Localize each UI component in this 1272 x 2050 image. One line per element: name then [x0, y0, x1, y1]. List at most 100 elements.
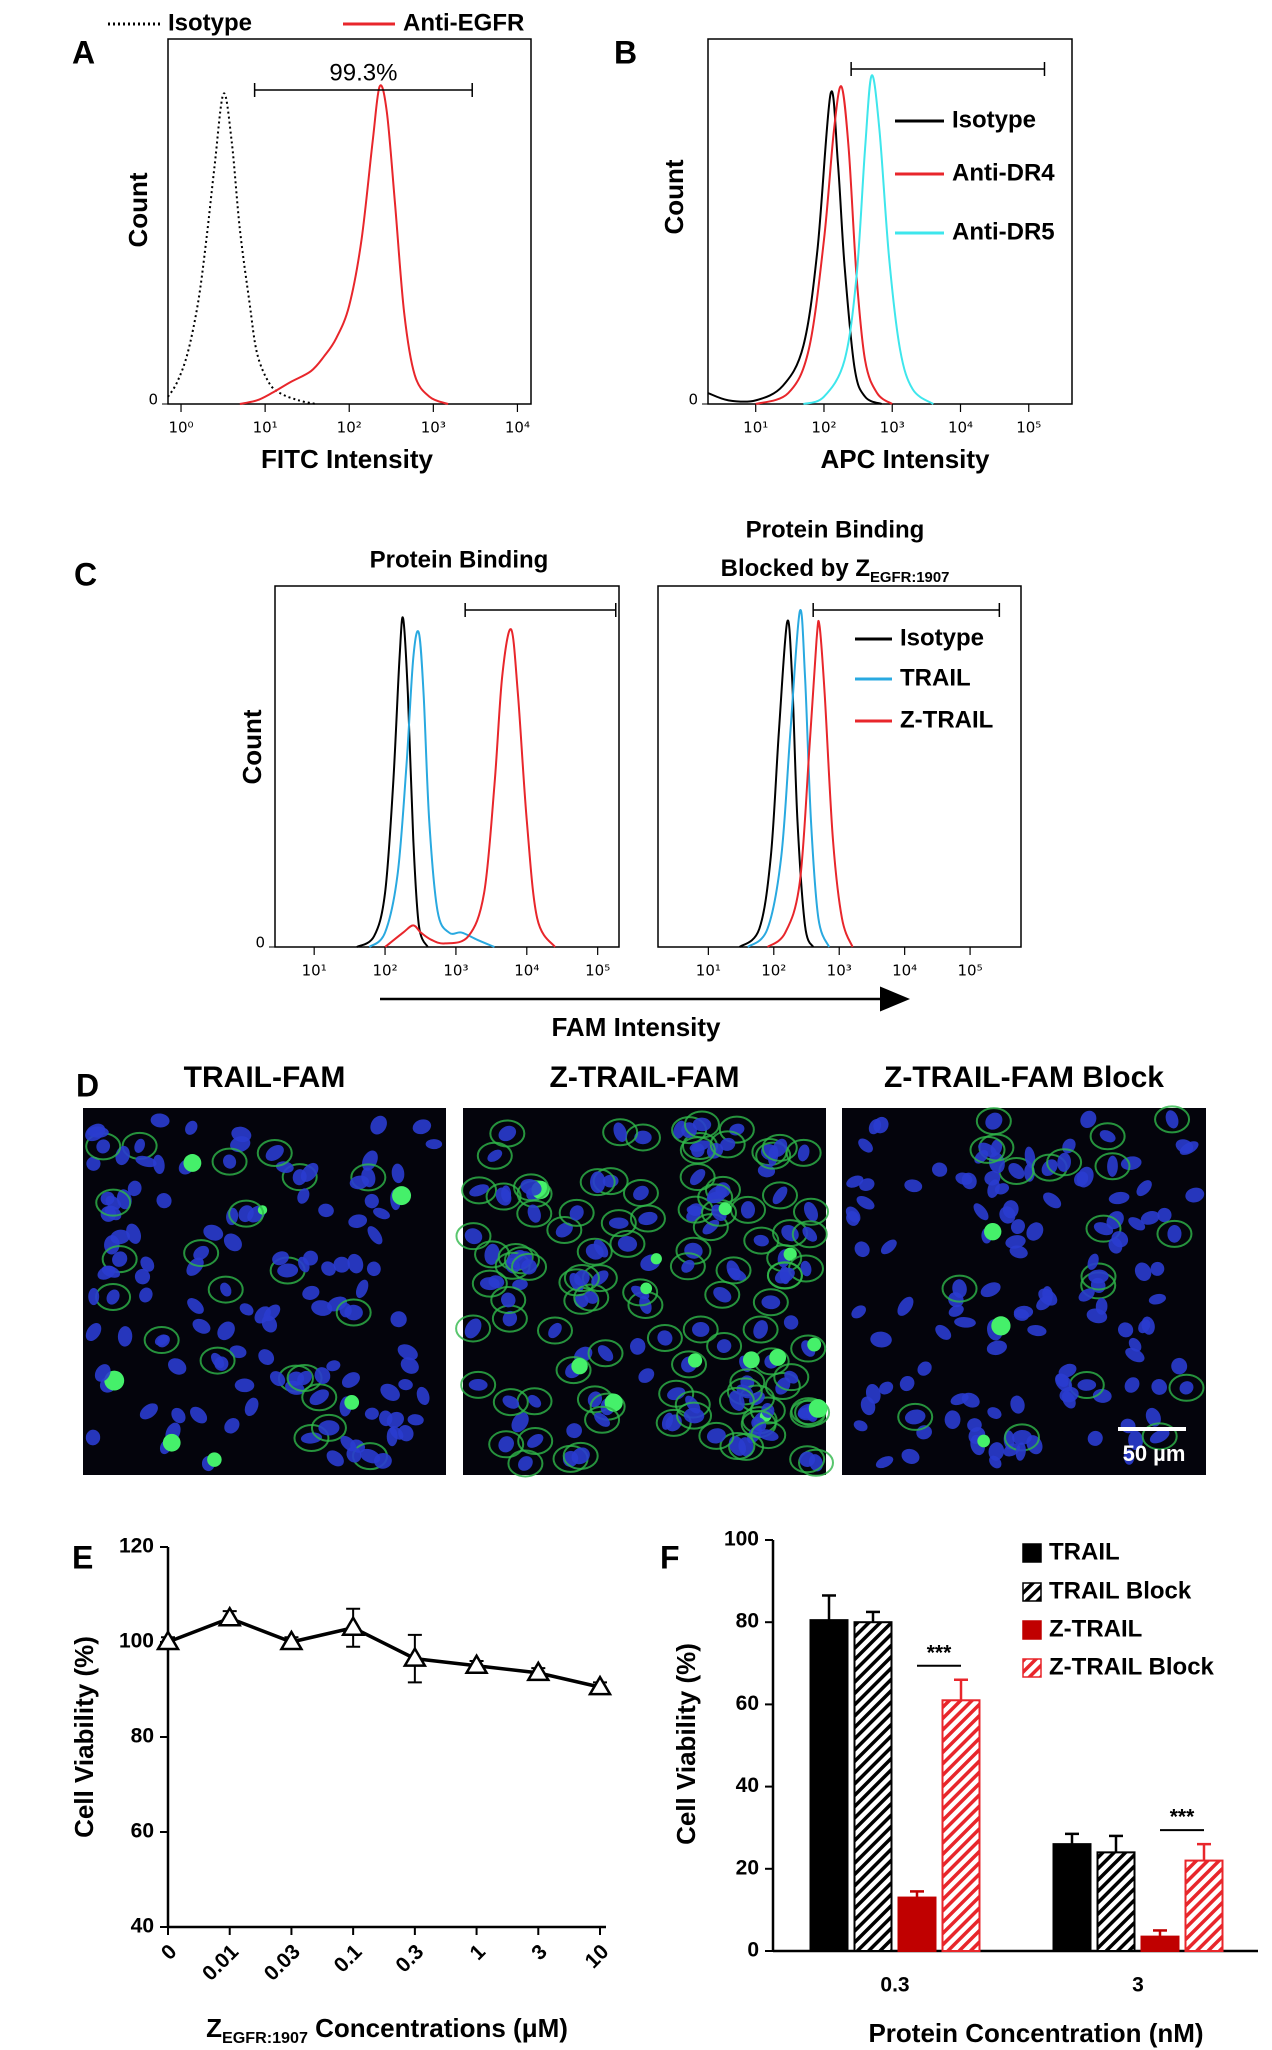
y-tick-label: 80 [736, 1610, 759, 1633]
nucleus [1108, 1191, 1130, 1205]
membrane-stain [743, 1226, 780, 1255]
nucleus [1077, 1379, 1097, 1391]
membrane-stain [335, 1298, 372, 1327]
legend-label: Z-TRAIL [900, 706, 993, 733]
legend-label: TRAIL Block [1049, 1577, 1192, 1604]
chart-title: Protein Binding [746, 516, 925, 543]
nucleus [1074, 1171, 1089, 1187]
micrograph [455, 1108, 834, 1478]
nucleus [851, 1305, 866, 1319]
nucleus [753, 1234, 769, 1247]
nucleus [1055, 1373, 1073, 1392]
marker [526, 1660, 551, 1682]
nucleus [865, 1383, 881, 1404]
membrane-stain [281, 1163, 318, 1192]
nucleus [373, 1207, 390, 1220]
y-tick-label: 20 [736, 1856, 759, 1879]
nucleus [707, 1185, 727, 1204]
membrane-stain [629, 1204, 666, 1233]
x-axis-label: FAM Intensity [551, 1012, 721, 1042]
nucleus [1125, 1347, 1145, 1363]
nucleus [1088, 1269, 1109, 1284]
panel-letter: C [74, 556, 97, 592]
nucleus [917, 1361, 932, 1376]
membrane-stain [488, 1430, 525, 1459]
chart-title: Protein Binding [370, 546, 549, 573]
micrograph [842, 1105, 1206, 1475]
nucleus [634, 1130, 652, 1145]
nucleus [276, 1161, 294, 1173]
bright-spot [808, 1399, 828, 1418]
x-axis-label: FITC Intensity [261, 444, 433, 474]
nucleus [1099, 1130, 1116, 1143]
membrane-stain [536, 1316, 573, 1345]
nucleus [1148, 1293, 1166, 1305]
nucleus [657, 1330, 673, 1346]
nucleus [1086, 1308, 1108, 1324]
nucleus [269, 1371, 286, 1387]
nucleus [318, 1420, 340, 1436]
nucleus [117, 1326, 133, 1347]
nucleus [88, 1288, 100, 1306]
histogram-curve [356, 616, 429, 948]
y-tick-label: 120 [119, 1535, 154, 1558]
nucleus [185, 1120, 198, 1135]
membrane-stain [1046, 1148, 1083, 1177]
x-tick-label: 10⁵ [958, 962, 983, 980]
micrograph-background [842, 1108, 1206, 1475]
legend-label: Isotype [168, 9, 252, 36]
nucleus [192, 1318, 211, 1334]
x-tick-label: 10³ [880, 419, 905, 437]
nucleus [1150, 1261, 1165, 1276]
nucleus [706, 1428, 726, 1444]
nucleus [870, 1331, 892, 1348]
nucleus [1087, 1253, 1099, 1270]
nucleus [139, 1403, 158, 1420]
nucleus [608, 1217, 629, 1229]
bright-spot [650, 1253, 662, 1265]
membrane-stain [718, 1386, 755, 1415]
x-tick-label: 10¹ [696, 962, 721, 980]
image-title: Z-TRAIL-FAM Block [884, 1061, 1164, 1094]
membrane-stain [1085, 1214, 1122, 1243]
membrane-stain [101, 1245, 138, 1274]
legend-swatch [1022, 1620, 1042, 1640]
x-tick-label: 10¹ [302, 962, 327, 980]
nucleus [1005, 1235, 1026, 1249]
membrane-stain [199, 1346, 236, 1375]
membrane-stain [350, 1163, 387, 1192]
nucleus [364, 1407, 379, 1420]
legend-label: Z-TRAIL [1049, 1615, 1142, 1642]
nucleus [856, 1196, 875, 1210]
marker [402, 1646, 428, 1667]
nucleus [347, 1253, 364, 1274]
nucleus [520, 1178, 542, 1196]
nucleus [105, 1195, 121, 1210]
membrane-stain [790, 1334, 827, 1363]
membrane-stain [969, 1135, 1006, 1164]
x-tick-label: 10⁵ [585, 962, 610, 980]
nucleus [797, 1144, 810, 1162]
membrane-stain [455, 1314, 492, 1343]
nucleus [94, 1364, 111, 1382]
y-axis-label: Cell Viability (%) [69, 1636, 99, 1838]
nucleus [948, 1304, 964, 1317]
nucleus [574, 1270, 590, 1286]
membrane-stain [476, 1141, 513, 1170]
membrane-stain [600, 1209, 637, 1238]
nucleus [961, 1172, 977, 1190]
nucleus [258, 1349, 275, 1365]
membrane-stain [563, 1264, 600, 1293]
nucleus [367, 1226, 383, 1245]
bright-spot [183, 1154, 202, 1172]
nucleus [370, 1115, 387, 1135]
y-axis-label: Count [659, 159, 689, 234]
nucleus [239, 1303, 254, 1316]
chart-subtitle: Blocked by ZEGFR:1907 [721, 555, 950, 586]
nucleus [858, 1138, 873, 1153]
nucleus [1108, 1237, 1123, 1254]
membrane-stain [1089, 1122, 1126, 1151]
nucleus [527, 1394, 542, 1408]
membrane-stain [1154, 1105, 1191, 1134]
